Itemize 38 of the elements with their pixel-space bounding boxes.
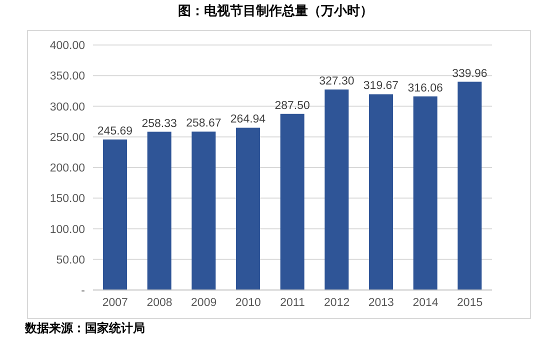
bar (280, 114, 304, 290)
bar (413, 96, 438, 290)
y-tick-label: 350.00 (50, 70, 85, 83)
x-tick-label: 2015 (457, 297, 483, 310)
bar (324, 90, 349, 290)
data-label: 258.67 (186, 118, 222, 130)
x-tick-label: 2013 (368, 297, 394, 310)
x-tick-label: 2010 (235, 297, 261, 310)
y-tick-label: 400.00 (50, 40, 85, 52)
data-label: 319.67 (363, 80, 399, 92)
bar (103, 140, 127, 290)
bar (192, 132, 216, 290)
y-tick-label: 200.00 (50, 162, 85, 175)
x-tick-label: 2007 (102, 297, 128, 310)
data-label: 264.94 (230, 114, 266, 126)
data-label: 339.96 (452, 68, 488, 80)
y-tick-label: 150.00 (50, 193, 85, 206)
bar (458, 82, 482, 290)
data-label: 316.06 (408, 82, 443, 94)
y-tick-label: 100.00 (50, 224, 85, 236)
x-tick-label: 2012 (324, 297, 350, 310)
y-tick-label: 50.00 (56, 254, 85, 266)
data-label: 258.33 (142, 118, 177, 130)
data-label: 245.69 (97, 126, 133, 138)
data-label: 327.30 (319, 76, 354, 88)
y-tick-label: 250.00 (50, 132, 85, 144)
y-tick-label: 300.00 (50, 101, 85, 114)
chart-title: 图：电视节目制作总量（万小时） (177, 2, 374, 20)
x-tick-label: 2008 (146, 297, 172, 310)
y-tick-label: - (81, 285, 86, 298)
data-label: 287.50 (274, 100, 310, 112)
bar (236, 128, 260, 290)
source-note: 数据来源：国家统计局 (25, 320, 145, 337)
x-tick-label: 2009 (191, 297, 217, 310)
x-tick-label: 2011 (280, 297, 305, 310)
bar (147, 132, 172, 290)
bar (369, 94, 393, 290)
x-tick-label: 2014 (412, 297, 439, 310)
